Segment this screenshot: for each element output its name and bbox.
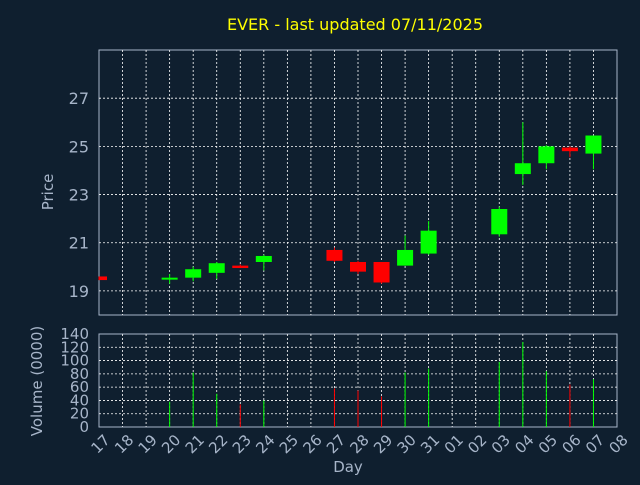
- candle-body: [397, 249, 414, 266]
- price-grid: [99, 50, 617, 315]
- candle-body: [99, 276, 107, 281]
- candle-body: [185, 269, 202, 278]
- x-tick-label: 07: [582, 431, 608, 457]
- x-tick-label: 26: [299, 431, 325, 457]
- volume-y-label: Volume (0000): [28, 326, 46, 436]
- x-tick-label: 31: [417, 431, 443, 457]
- volume-tick-label: 100: [60, 352, 89, 370]
- x-tick-label: 27: [323, 431, 349, 457]
- x-tick-label: 25: [276, 431, 302, 457]
- candle-body: [350, 262, 366, 272]
- x-tick-label: 02: [464, 431, 490, 457]
- candle-body: [491, 209, 508, 235]
- candle-body: [208, 263, 225, 273]
- price-tick-label: 19: [69, 282, 89, 301]
- volume-tick-label: 0: [79, 418, 89, 436]
- price-panel: 19 21 23 25 27 Price: [39, 49, 618, 316]
- x-tick-label: 23: [229, 431, 255, 457]
- candle-body: [420, 230, 437, 254]
- x-tick-label: 20: [158, 431, 184, 457]
- volume-tick-label: 80: [70, 365, 89, 383]
- x-tick-label: 04: [511, 431, 537, 457]
- x-axis-label: Day: [333, 458, 363, 476]
- x-tick-label: 08: [606, 431, 632, 457]
- candles: [98, 122, 602, 284]
- candle-body: [538, 146, 555, 164]
- candle-body: [585, 135, 602, 154]
- x-tick-label: 17: [88, 431, 114, 457]
- volume-bars: [169, 341, 594, 427]
- volume-tick-label: 20: [70, 405, 89, 423]
- candle-body: [326, 249, 343, 261]
- volume-tick-label: 60: [70, 378, 89, 396]
- x-tick-label: 29: [370, 431, 396, 457]
- candle-body: [514, 163, 531, 175]
- x-tick-label: 24: [252, 431, 278, 457]
- price-tick-label: 25: [69, 137, 89, 156]
- chart-title: EVER - last updated 07/11/2025: [227, 15, 483, 34]
- x-tick-label: 18: [111, 431, 137, 457]
- x-tick-label: 22: [205, 431, 231, 457]
- x-tick-label: 28: [347, 431, 373, 457]
- price-tick-label: 27: [69, 89, 89, 108]
- volume-tick-label: 140: [60, 325, 89, 343]
- volume-tick-label: 40: [70, 391, 89, 409]
- x-axis-ticks: 1718192021222324252627282930310102030405…: [88, 431, 632, 457]
- x-tick-label: 03: [488, 431, 514, 457]
- candle-body: [561, 147, 578, 152]
- x-tick-label: 21: [182, 431, 208, 457]
- x-tick-label: 01: [441, 431, 467, 457]
- x-tick-label: 19: [135, 431, 161, 457]
- price-y-ticks: 19 21 23 25 27: [69, 89, 89, 301]
- candle-body: [255, 255, 272, 262]
- candle-body: [161, 277, 178, 280]
- price-y-label: Price: [39, 174, 57, 211]
- volume-tick-label: 120: [60, 338, 89, 356]
- x-tick-label: 05: [535, 431, 561, 457]
- x-tick-label: 06: [558, 431, 584, 457]
- price-tick-label: 23: [69, 186, 89, 205]
- candle-body: [232, 265, 249, 269]
- x-tick-label: 30: [394, 431, 420, 457]
- candle-body: [373, 262, 390, 283]
- price-tick-label: 21: [69, 234, 89, 253]
